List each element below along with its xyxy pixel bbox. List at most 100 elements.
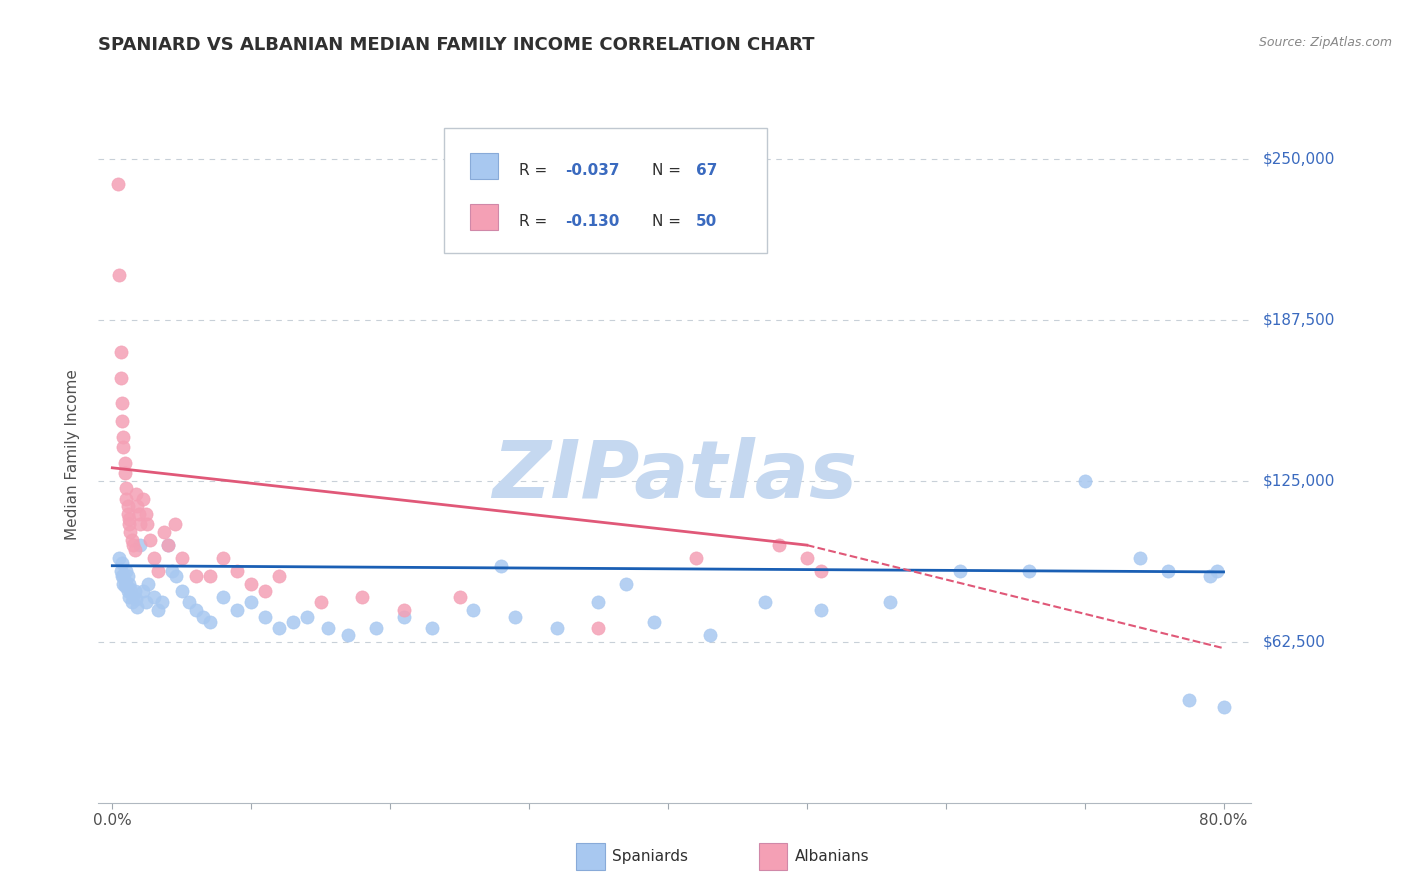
- Point: [226, 564, 249, 578]
- Point: [111, 414, 134, 428]
- Point: [1018, 564, 1040, 578]
- Point: [135, 507, 157, 521]
- Point: [112, 440, 135, 454]
- Point: [143, 551, 166, 566]
- Point: [156, 538, 179, 552]
- Point: [120, 582, 142, 596]
- Point: [267, 621, 290, 635]
- Point: [124, 543, 146, 558]
- Point: [392, 602, 415, 616]
- Text: R =: R =: [519, 214, 553, 229]
- Point: [118, 590, 141, 604]
- Point: [316, 621, 339, 635]
- Point: [117, 507, 139, 521]
- Text: $250,000: $250,000: [1263, 151, 1334, 166]
- FancyBboxPatch shape: [470, 153, 499, 178]
- Point: [170, 584, 193, 599]
- Point: [1198, 569, 1220, 583]
- Point: [132, 491, 155, 506]
- Point: [107, 178, 129, 192]
- Point: [115, 564, 138, 578]
- Point: [198, 569, 221, 583]
- Text: 67: 67: [696, 163, 717, 178]
- Point: [366, 621, 388, 635]
- Point: [546, 621, 568, 635]
- Text: -0.037: -0.037: [565, 163, 620, 178]
- Point: [117, 500, 139, 514]
- Point: [110, 564, 132, 578]
- Point: [768, 538, 790, 552]
- Point: [143, 590, 166, 604]
- Point: [110, 370, 132, 384]
- Point: [295, 610, 318, 624]
- Point: [118, 512, 141, 526]
- Text: 50: 50: [696, 214, 717, 229]
- Point: [124, 584, 146, 599]
- Point: [127, 500, 149, 514]
- Point: [614, 576, 637, 591]
- Point: [129, 538, 152, 552]
- Point: [184, 569, 207, 583]
- Point: [588, 621, 610, 635]
- Point: [125, 592, 148, 607]
- Point: [112, 576, 135, 591]
- Point: [128, 507, 150, 521]
- Point: [254, 610, 277, 624]
- Point: [337, 628, 360, 642]
- Point: [212, 551, 235, 566]
- Point: [112, 569, 135, 583]
- Text: -0.130: -0.130: [565, 214, 620, 229]
- Point: [120, 525, 142, 540]
- Point: [118, 576, 141, 591]
- Point: [111, 556, 134, 570]
- Point: [588, 595, 610, 609]
- Point: [138, 576, 160, 591]
- Point: [810, 602, 832, 616]
- Point: [146, 564, 169, 578]
- Point: [170, 551, 193, 566]
- Point: [129, 517, 152, 532]
- Point: [449, 590, 471, 604]
- Point: [135, 595, 157, 609]
- Text: Source: ZipAtlas.com: Source: ZipAtlas.com: [1258, 36, 1392, 49]
- Point: [699, 628, 721, 642]
- Point: [121, 533, 143, 547]
- Point: [420, 621, 443, 635]
- Point: [254, 584, 277, 599]
- Point: [1157, 564, 1180, 578]
- Text: N =: N =: [652, 163, 686, 178]
- Point: [139, 533, 162, 547]
- Point: [1212, 700, 1234, 714]
- Point: [114, 456, 136, 470]
- Point: [108, 268, 131, 282]
- Point: [810, 564, 832, 578]
- Point: [184, 602, 207, 616]
- Point: [165, 569, 187, 583]
- Point: [1205, 564, 1227, 578]
- Point: [110, 344, 132, 359]
- Point: [643, 615, 665, 630]
- Text: Spaniards: Spaniards: [612, 849, 688, 863]
- Point: [392, 610, 415, 624]
- Point: [136, 517, 159, 532]
- Point: [111, 569, 134, 583]
- Point: [115, 482, 138, 496]
- Point: [125, 486, 148, 500]
- Point: [463, 602, 485, 616]
- Point: [118, 517, 141, 532]
- Text: N =: N =: [652, 214, 686, 229]
- Text: $125,000: $125,000: [1263, 473, 1334, 488]
- Point: [1129, 551, 1152, 566]
- Point: [111, 396, 134, 410]
- Point: [114, 574, 136, 589]
- Point: [352, 590, 374, 604]
- Point: [1073, 474, 1095, 488]
- Text: $187,500: $187,500: [1263, 312, 1334, 327]
- Point: [160, 564, 183, 578]
- Point: [146, 602, 169, 616]
- Point: [491, 558, 513, 573]
- Point: [152, 525, 174, 540]
- Point: [240, 595, 263, 609]
- Point: [198, 615, 221, 630]
- Point: [150, 595, 173, 609]
